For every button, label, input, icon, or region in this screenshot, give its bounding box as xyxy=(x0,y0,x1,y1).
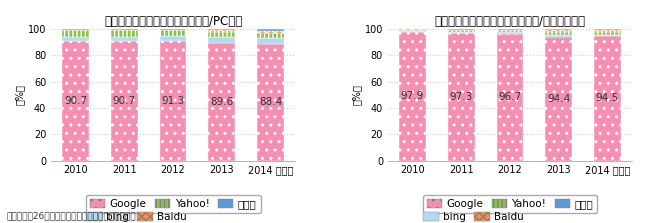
Bar xyxy=(545,35,572,37)
Bar xyxy=(594,32,621,35)
Text: 97.3: 97.3 xyxy=(450,92,473,102)
Bar xyxy=(258,44,284,161)
Bar xyxy=(111,30,138,31)
Bar xyxy=(448,33,475,161)
Bar xyxy=(160,30,186,31)
Text: 88.4: 88.4 xyxy=(259,97,282,107)
Bar xyxy=(160,31,186,36)
Bar xyxy=(496,32,523,33)
Text: 94.4: 94.4 xyxy=(547,93,571,103)
Text: 89.6: 89.6 xyxy=(210,97,234,107)
Bar xyxy=(62,37,89,41)
Bar xyxy=(160,36,186,41)
Bar xyxy=(258,29,284,31)
Bar xyxy=(62,41,89,161)
Bar xyxy=(399,29,426,30)
Text: 90.7: 90.7 xyxy=(113,96,136,106)
Bar xyxy=(594,30,621,32)
Legend: bing, Baidu: bing, Baidu xyxy=(419,208,528,223)
Bar xyxy=(208,29,236,30)
Bar xyxy=(258,38,284,44)
Bar xyxy=(545,29,572,30)
Bar xyxy=(496,30,523,32)
Bar xyxy=(399,31,426,32)
Bar xyxy=(594,35,621,36)
Bar xyxy=(111,31,138,37)
Bar xyxy=(111,41,138,161)
Bar xyxy=(545,32,572,35)
Bar xyxy=(594,36,621,161)
Bar xyxy=(594,29,621,30)
Bar xyxy=(62,30,89,31)
Text: 96.7: 96.7 xyxy=(498,92,521,102)
Title: 【検索エンジン市場シェア（世界/PC）】: 【検索エンジン市場シェア（世界/PC）】 xyxy=(104,15,242,28)
Bar xyxy=(545,30,572,32)
Bar xyxy=(160,29,186,30)
Bar xyxy=(208,43,236,161)
Title: 【検索エンジン市場シェア（世界/モバイル）】: 【検索エンジン市場シェア（世界/モバイル）】 xyxy=(434,15,586,28)
Bar xyxy=(62,31,89,37)
Text: 資料）平成26年版情報通信白書より国土交通省作成: 資料）平成26年版情報通信白書より国土交通省作成 xyxy=(6,212,136,221)
Bar xyxy=(111,29,138,30)
Bar xyxy=(399,32,426,161)
Bar xyxy=(111,37,138,41)
Text: 97.9: 97.9 xyxy=(400,91,424,101)
Bar xyxy=(258,33,284,38)
Bar xyxy=(160,41,186,161)
Text: 94.5: 94.5 xyxy=(596,93,619,103)
Y-axis label: （%）: （%） xyxy=(352,85,362,105)
Bar xyxy=(448,30,475,31)
Bar xyxy=(496,33,523,161)
Bar xyxy=(208,30,236,32)
Bar xyxy=(496,29,523,30)
Bar xyxy=(258,31,284,33)
Bar xyxy=(62,29,89,30)
Bar xyxy=(448,31,475,33)
Y-axis label: （%）: （%） xyxy=(15,85,25,105)
Legend: bing, Baidu: bing, Baidu xyxy=(82,208,191,223)
Bar xyxy=(399,30,426,31)
Bar xyxy=(208,37,236,43)
Bar xyxy=(545,37,572,161)
Text: 91.3: 91.3 xyxy=(162,96,184,105)
Bar xyxy=(208,32,236,37)
Bar xyxy=(448,29,475,30)
Text: 90.7: 90.7 xyxy=(64,96,87,106)
